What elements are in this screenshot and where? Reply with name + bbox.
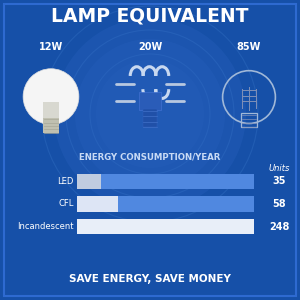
FancyBboxPatch shape xyxy=(43,118,59,133)
Text: CFL: CFL xyxy=(58,200,74,208)
FancyBboxPatch shape xyxy=(76,174,101,189)
FancyBboxPatch shape xyxy=(76,219,254,234)
Text: SAVE ENERGY, SAVE MONEY: SAVE ENERGY, SAVE MONEY xyxy=(69,274,231,284)
FancyBboxPatch shape xyxy=(76,196,254,212)
Circle shape xyxy=(54,18,246,210)
Text: ENERGY CONSUMPTION/YEAR: ENERGY CONSUMPTION/YEAR xyxy=(79,153,221,162)
Circle shape xyxy=(23,69,79,124)
FancyBboxPatch shape xyxy=(101,174,253,189)
Circle shape xyxy=(96,60,204,168)
FancyBboxPatch shape xyxy=(142,110,158,128)
FancyBboxPatch shape xyxy=(43,102,59,118)
FancyBboxPatch shape xyxy=(118,196,254,212)
Text: 35: 35 xyxy=(272,176,286,187)
FancyBboxPatch shape xyxy=(76,196,118,212)
Text: 248: 248 xyxy=(269,221,289,232)
Text: LED: LED xyxy=(57,177,74,186)
Text: Incandescent: Incandescent xyxy=(17,222,74,231)
Text: 20W: 20W xyxy=(138,41,162,52)
FancyBboxPatch shape xyxy=(76,174,254,189)
Text: 58: 58 xyxy=(272,199,286,209)
Circle shape xyxy=(75,39,225,189)
Text: 85W: 85W xyxy=(237,41,261,52)
Text: 12W: 12W xyxy=(39,41,63,52)
Text: LAMP EQUIVALENT: LAMP EQUIVALENT xyxy=(51,7,249,26)
FancyBboxPatch shape xyxy=(76,219,254,234)
Text: Units: Units xyxy=(268,164,290,173)
FancyBboxPatch shape xyxy=(139,92,161,110)
